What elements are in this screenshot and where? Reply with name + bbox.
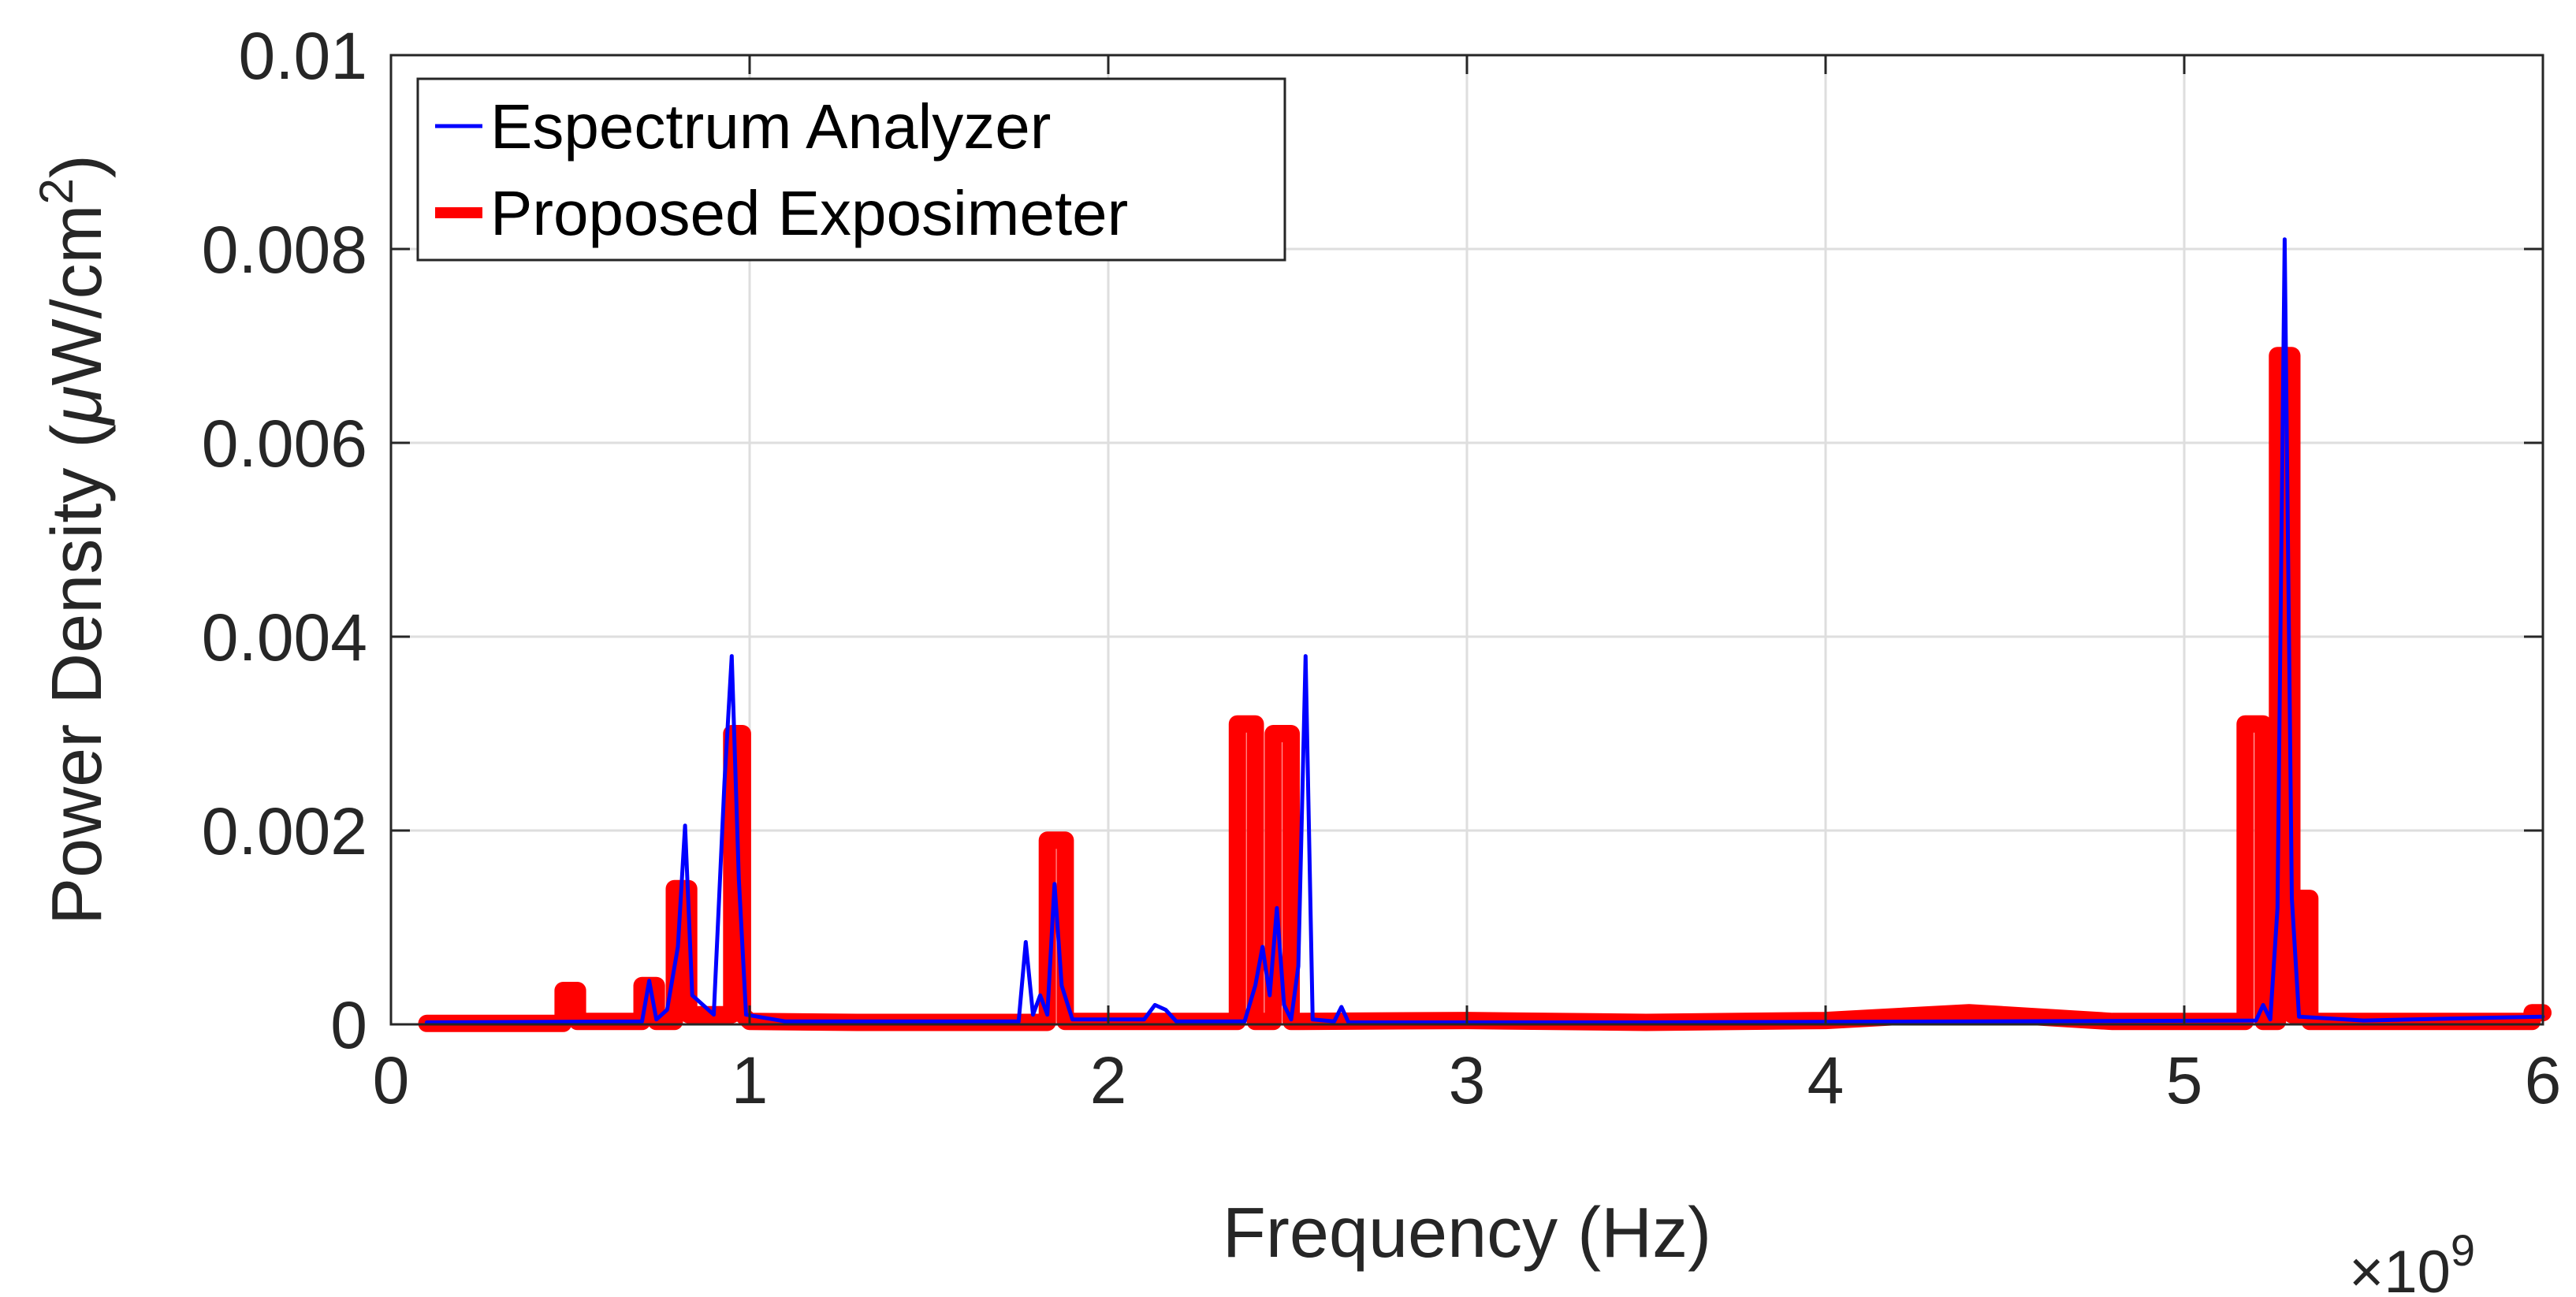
x-tick-label: 3 xyxy=(1449,1043,1486,1117)
y-tick-label: 0.008 xyxy=(202,213,367,287)
y-axis-title: Power Density (μW/cm2) xyxy=(30,154,117,925)
y-tick-label: 0.006 xyxy=(202,407,367,481)
legend-label-proposed-exposimeter: Proposed Exposimeter xyxy=(490,178,1128,248)
x-tick-label: 5 xyxy=(2166,1043,2203,1117)
y-axis-title-suffix: ) xyxy=(38,154,117,178)
series-line-espectrum-analyzer xyxy=(425,237,2545,1024)
y-axis-title-prefix: Power Density ( xyxy=(38,425,117,925)
x-tick-label: 4 xyxy=(1807,1043,1845,1117)
y-tick-label: 0 xyxy=(330,988,367,1062)
x-axis-multiplier: ×109 xyxy=(2349,1225,2475,1297)
x-axis-multiplier-base: ×10 xyxy=(2349,1239,2451,1297)
y-axis-title-mu: μ xyxy=(38,385,117,426)
legend-label-espectrum-analyzer: Espectrum Analyzer xyxy=(490,91,1051,162)
legend: Espectrum Analyzer Proposed Exposimeter xyxy=(416,77,1286,262)
x-axis-title: Frequency (Hz) xyxy=(1223,1194,1711,1273)
x-tick-label: 0 xyxy=(373,1043,410,1117)
series-layer xyxy=(418,237,2552,1032)
y-tick-label: 0.004 xyxy=(202,600,367,675)
y-axis-title-superscript: 2 xyxy=(30,178,83,204)
ticks xyxy=(389,54,2544,1026)
y-tick-label: 0.01 xyxy=(239,19,368,93)
y-tick-label: 0.002 xyxy=(202,794,367,868)
legend-box xyxy=(416,77,1286,262)
tick-labels: 0 1 2 3 4 5 6 0 0.002 0.004 0.006 0.008 0.01 xyxy=(202,19,2562,1117)
x-axis-multiplier-exponent: 9 xyxy=(2451,1225,2475,1275)
y-axis-title-unit: W/cm xyxy=(38,204,117,385)
x-tick-label: 6 xyxy=(2525,1043,2562,1117)
x-tick-label: 2 xyxy=(1090,1043,1127,1117)
x-tick-label: 1 xyxy=(731,1043,769,1117)
